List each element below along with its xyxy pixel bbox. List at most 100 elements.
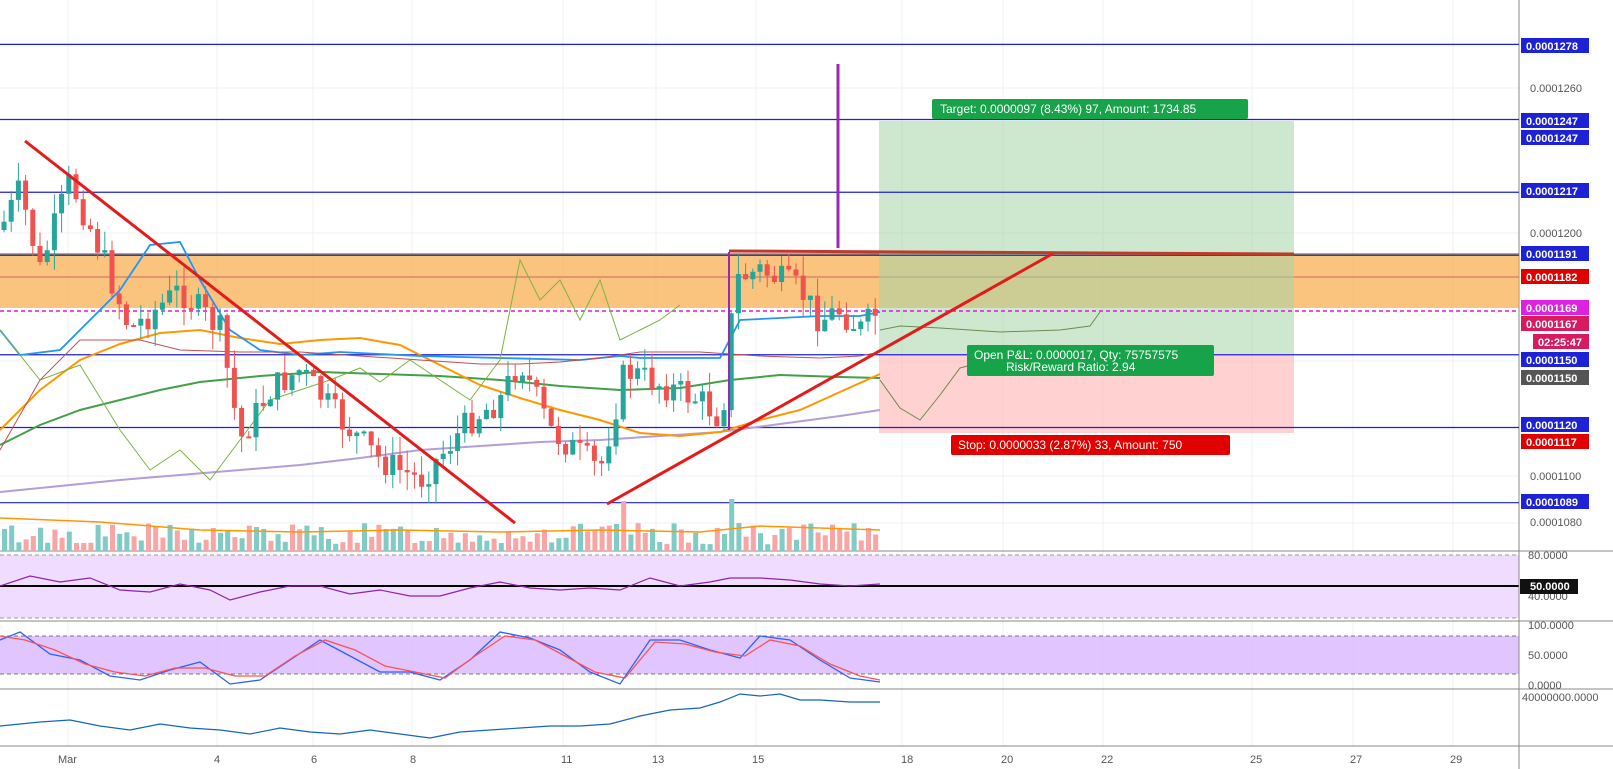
candle xyxy=(721,403,727,432)
candle-body xyxy=(253,402,259,438)
candle-body xyxy=(829,308,835,320)
price-tag: 0.0001120 xyxy=(1521,417,1589,432)
volume-bar xyxy=(167,524,173,551)
candle-body xyxy=(239,407,245,437)
time-tick: 18 xyxy=(901,754,913,766)
volume-bar xyxy=(218,532,223,551)
volume-bar xyxy=(110,524,115,551)
candle-body xyxy=(642,367,648,370)
volume-bar xyxy=(722,533,727,551)
price-axis[interactable]: 0.0001260 0.0001200 0.0001100 0.0001080 xyxy=(1530,83,1582,529)
time-tick: 29 xyxy=(1450,754,1462,766)
candle xyxy=(123,301,129,330)
volume-bar xyxy=(326,538,331,551)
candle xyxy=(426,471,432,504)
candle xyxy=(851,314,857,332)
candle xyxy=(224,313,230,388)
candle-body xyxy=(138,318,144,326)
volume-bar xyxy=(491,538,497,551)
candle xyxy=(195,287,201,316)
volume-bar xyxy=(664,543,670,551)
volume-bar xyxy=(59,537,65,551)
volume-bar xyxy=(174,530,180,551)
price-tag: 0.0001169 xyxy=(1521,300,1589,315)
volume-bar xyxy=(102,536,108,551)
volume-bar xyxy=(2,528,7,551)
volume-bar xyxy=(434,528,439,551)
candle-body xyxy=(620,364,626,420)
volume-bar xyxy=(398,526,403,551)
candle-body xyxy=(505,375,511,396)
volume-bar xyxy=(196,542,202,551)
ema-orange-line xyxy=(0,328,881,438)
candle xyxy=(447,435,453,464)
resistance-line[interactable] xyxy=(728,249,1295,256)
candle xyxy=(253,388,259,452)
candle-body xyxy=(483,409,489,420)
pnl-line2: Risk/Reward Ratio: 2.94 xyxy=(1006,360,1136,374)
span-red-line xyxy=(0,339,881,451)
candle xyxy=(649,353,655,396)
volume-bar xyxy=(693,532,699,551)
candle-body xyxy=(51,213,57,251)
candle-body xyxy=(750,271,756,280)
volume-bar xyxy=(30,536,36,551)
pnl-label[interactable]: Open P&L: 0.0000017, Qty: 75757575 Risk/… xyxy=(967,345,1214,376)
candle-body xyxy=(131,324,137,327)
stop-label[interactable]: Stop: 0.0000033 (2.87%) 33, Amount: 750 xyxy=(951,435,1230,455)
candle-body xyxy=(865,308,871,322)
volume-bar xyxy=(297,529,303,551)
time-tick: 6 xyxy=(311,754,317,766)
target-label[interactable]: Target: 0.0000097 (8.43%) 97, Amount: 17… xyxy=(932,99,1248,119)
volume-bar xyxy=(772,535,778,551)
candle-body xyxy=(260,402,266,407)
profit-zone[interactable] xyxy=(879,121,1294,353)
candle xyxy=(433,457,439,504)
candle xyxy=(339,392,345,449)
volume-bar xyxy=(858,540,864,551)
stoch-tick-0: 0.0000 xyxy=(1528,680,1562,692)
volume-ma-line xyxy=(0,517,881,533)
price-tag-text: 0.0001150 xyxy=(1526,373,1577,385)
price-tick: 0.0001100 xyxy=(1530,471,1581,483)
volume-bar xyxy=(527,541,533,551)
time-tick: 25 xyxy=(1250,754,1262,766)
price-tick: 0.0001080 xyxy=(1530,517,1582,529)
downtrend-line[interactable] xyxy=(24,139,516,525)
volume-bar xyxy=(203,539,209,551)
volume-bar xyxy=(808,523,814,551)
volume-bar xyxy=(182,539,187,551)
rsi-tick-80: 80.0000 xyxy=(1528,550,1568,562)
volume-bar xyxy=(138,540,144,551)
volume-bar xyxy=(628,534,634,551)
candle-body xyxy=(433,459,439,485)
price-tag-text: 0.0001150 xyxy=(1526,355,1577,367)
candle xyxy=(361,430,367,437)
candle xyxy=(764,259,770,288)
volume-bar xyxy=(657,542,663,551)
volume-bar xyxy=(153,525,159,551)
candle xyxy=(836,300,842,321)
target-label-text: Target: 0.0000097 (8.43%) 97, Amount: 17… xyxy=(940,102,1197,116)
price-tag-bg xyxy=(1521,38,1589,53)
candle xyxy=(267,396,273,407)
candle xyxy=(167,275,173,306)
uptrend-line[interactable] xyxy=(606,251,1055,506)
volume-bar xyxy=(333,543,339,551)
price-tag-text: 02:25:47 xyxy=(1538,337,1582,349)
candle xyxy=(815,278,821,347)
candle-body xyxy=(368,431,374,446)
volume-bar xyxy=(225,530,231,551)
candle xyxy=(210,301,216,350)
volume-bar xyxy=(844,531,850,551)
candle-body xyxy=(440,453,446,460)
time-axis[interactable]: Mar 4 6 8 11 13 15 18 20 22 25 27 29 xyxy=(58,754,1462,766)
volume-bar xyxy=(354,542,360,551)
volume-bar xyxy=(750,525,756,551)
candle xyxy=(699,383,705,420)
candle-body xyxy=(757,264,763,272)
candle-body xyxy=(231,367,237,408)
candle xyxy=(246,431,252,439)
pnl-line1: Open P&L: 0.0000017, Qty: 75757575 xyxy=(974,348,1178,362)
